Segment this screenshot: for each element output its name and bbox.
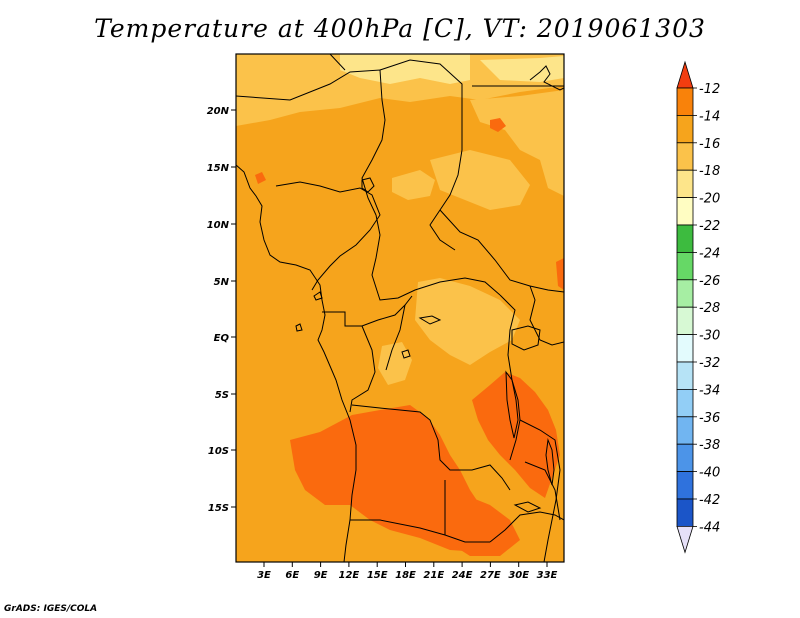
lon-tick-label: 30E bbox=[508, 570, 529, 581]
lake-tanganyika bbox=[505, 370, 519, 439]
lat-tick-label: 15N bbox=[207, 163, 230, 174]
colorbar-swatch bbox=[676, 115, 694, 144]
colorbar-label: -22 bbox=[699, 219, 720, 234]
border-sudan-southsudan bbox=[439, 209, 564, 293]
colorbar-swatch bbox=[676, 361, 694, 390]
country-borders bbox=[236, 54, 564, 562]
map-frame bbox=[235, 53, 565, 563]
colorbar-swatch bbox=[676, 251, 694, 281]
lon-tick-label: 27E bbox=[480, 570, 501, 581]
colorbar-label: -36 bbox=[699, 411, 720, 426]
colorbar-swatch bbox=[676, 224, 694, 253]
border-tanzania-mozambique bbox=[524, 461, 561, 521]
colorbar-swatch bbox=[676, 443, 694, 473]
lon-tick-label: 3E bbox=[257, 570, 271, 581]
coolest-region-northeast bbox=[480, 56, 564, 82]
colorbar-bottom-arrow bbox=[676, 526, 694, 554]
colorbar-swatch bbox=[676, 334, 694, 363]
lon-tick-label: 15E bbox=[367, 570, 388, 581]
border-mali-niger bbox=[236, 69, 386, 216]
cool-region-congo-south bbox=[378, 342, 412, 385]
temperature-field bbox=[236, 54, 564, 556]
lon-tick-label: 12E bbox=[339, 570, 360, 581]
lat-tick-label: 10N bbox=[207, 220, 230, 231]
colorbar-swatch bbox=[676, 197, 694, 226]
border-east-africa bbox=[519, 285, 564, 562]
border-drc-angola bbox=[351, 404, 511, 491]
colorbar-label: -26 bbox=[699, 274, 720, 289]
colorbar-label: -30 bbox=[699, 329, 720, 344]
colorbar-swatch bbox=[676, 169, 694, 198]
lat-tick-label: 15S bbox=[208, 503, 229, 514]
colorbar-label: -18 bbox=[699, 164, 720, 179]
cool-region-sahel bbox=[392, 170, 435, 200]
lon-tick-label: 9E bbox=[314, 570, 328, 581]
colorbar-label: -40 bbox=[699, 466, 720, 481]
coolest-region-north bbox=[340, 54, 470, 84]
lat-tick-label: 5S bbox=[215, 390, 229, 401]
colorbar-label: -44 bbox=[699, 520, 720, 535]
colorbar-label: -38 bbox=[699, 438, 720, 453]
colorbar-swatch bbox=[676, 498, 694, 527]
red-sea-coast bbox=[529, 65, 564, 91]
border-libya-sudan bbox=[429, 110, 463, 251]
warm-region-small-sudan bbox=[490, 118, 506, 132]
colorbar-label: -24 bbox=[699, 246, 720, 261]
border-cameroon-gabon bbox=[322, 295, 413, 327]
colorbar-swatch bbox=[676, 306, 694, 336]
longitude-axis: 3E 6E 9E 12E 15E 18E 21E 24E 27E 30E 33E bbox=[257, 562, 558, 581]
lat-tick-label: 20N bbox=[207, 106, 230, 117]
border-nigeria bbox=[275, 181, 381, 291]
colorbar: -12 -14 -16 -18 -20 -22 -24 -26 -28 -30 -32 -34 -36 -… bbox=[676, 60, 720, 554]
lat-tick-label: 10S bbox=[208, 446, 229, 457]
colorbar-label: -14 bbox=[699, 109, 720, 124]
chart-title: Temperature at 400hPa [C], VT: 201906130… bbox=[94, 14, 706, 43]
lat-tick-label: 5N bbox=[214, 277, 230, 288]
lake-kariba bbox=[513, 501, 542, 513]
colorbar-label: -28 bbox=[699, 301, 720, 316]
warm-region-rift bbox=[472, 372, 560, 498]
colorbar-label: -32 bbox=[699, 356, 720, 371]
border-angola-namibia bbox=[350, 480, 490, 543]
colorbar-top-arrow bbox=[676, 60, 694, 89]
colorbar-swatch bbox=[676, 471, 694, 500]
lake-congo-2 bbox=[401, 349, 411, 359]
lon-tick-label: 33E bbox=[537, 570, 558, 581]
coastline-west-africa bbox=[236, 164, 357, 562]
cool-region-northeast bbox=[470, 90, 564, 196]
lon-tick-label: 18E bbox=[395, 570, 416, 581]
cool-region-congo bbox=[415, 278, 520, 365]
border-algeria-libya bbox=[329, 54, 463, 110]
colorbar-swatch bbox=[676, 142, 694, 171]
colorbar-label: -42 bbox=[699, 493, 720, 508]
lon-tick-label: 21E bbox=[423, 570, 444, 581]
lon-tick-label: 24E bbox=[452, 570, 473, 581]
border-zambia-zimbabwe bbox=[489, 511, 564, 543]
warm-region-east-edge bbox=[556, 258, 564, 290]
grads-credit: GrADS: IGES/COLA bbox=[4, 604, 98, 614]
warm-region-small-west bbox=[255, 172, 266, 184]
colorbar-swatch bbox=[676, 388, 694, 418]
gulf-small-islands bbox=[295, 291, 323, 332]
colorbar-label: -12 bbox=[699, 82, 720, 97]
border-congo-drc bbox=[349, 304, 406, 413]
colorbar-label: -20 bbox=[699, 192, 720, 207]
colorbar-label: -34 bbox=[699, 383, 720, 398]
colorbar-swatch bbox=[676, 87, 694, 116]
lake-chad bbox=[361, 177, 375, 193]
colorbar-swatch bbox=[676, 416, 694, 445]
lake-malawi bbox=[545, 438, 555, 486]
latitude-axis: 20N 15N 10N 5N EQ 5S 10S 15S bbox=[207, 106, 236, 514]
lake-congo-1 bbox=[418, 315, 442, 325]
colorbar-swatch bbox=[676, 279, 694, 308]
cool-region-north bbox=[236, 54, 564, 126]
cool-region-central-sudan bbox=[430, 150, 530, 210]
lon-tick-label: 6E bbox=[285, 570, 299, 581]
border-chad-car bbox=[371, 214, 501, 301]
lat-tick-label: EQ bbox=[214, 333, 230, 344]
colorbar-label: -16 bbox=[699, 137, 720, 152]
lake-victoria bbox=[511, 325, 541, 351]
